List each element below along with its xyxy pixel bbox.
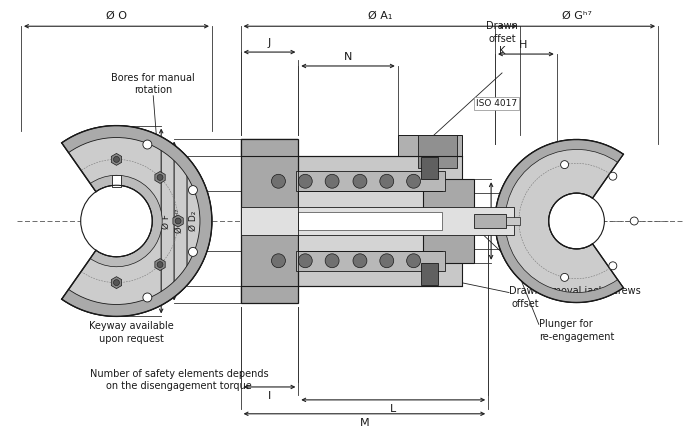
- Text: Ø D₂: Ø D₂: [189, 211, 198, 231]
- Bar: [241, 286, 298, 303]
- Circle shape: [80, 185, 152, 257]
- Circle shape: [157, 175, 163, 180]
- Bar: [298, 191, 442, 251]
- Circle shape: [188, 186, 197, 194]
- Text: Number of safety elements depends
on the disengagement torque: Number of safety elements depends on the…: [90, 369, 268, 391]
- Bar: [241, 139, 298, 303]
- Bar: [506, 217, 520, 225]
- Circle shape: [561, 161, 568, 169]
- Text: Ø F: Ø F: [162, 214, 171, 229]
- Circle shape: [326, 174, 339, 188]
- Wedge shape: [62, 126, 212, 316]
- Bar: [423, 179, 474, 263]
- Circle shape: [380, 174, 393, 188]
- Text: Ø B: Ø B: [149, 213, 158, 229]
- Text: Ø Gʰ⁷: Ø Gʰ⁷: [561, 11, 591, 21]
- Polygon shape: [173, 215, 183, 227]
- Circle shape: [630, 217, 638, 225]
- Text: C₂: C₂: [372, 225, 384, 235]
- Bar: [248, 156, 462, 286]
- Text: Plunger for
re-engagement: Plunger for re-engagement: [539, 319, 614, 342]
- Text: J: J: [268, 38, 271, 48]
- Circle shape: [407, 254, 421, 268]
- Circle shape: [143, 140, 152, 149]
- Circle shape: [298, 174, 312, 188]
- Circle shape: [113, 280, 120, 286]
- Circle shape: [353, 174, 367, 188]
- Bar: [418, 135, 457, 168]
- Circle shape: [561, 273, 568, 281]
- Text: Drawn
offset: Drawn offset: [509, 286, 541, 309]
- Bar: [298, 212, 442, 230]
- Text: L: L: [390, 404, 396, 414]
- Text: ISO 4017: ISO 4017: [476, 99, 517, 108]
- Bar: [421, 157, 438, 179]
- Wedge shape: [495, 140, 623, 303]
- Bar: [296, 171, 445, 191]
- Circle shape: [326, 254, 339, 268]
- Text: C₁: C₁: [367, 195, 379, 205]
- Circle shape: [609, 262, 617, 270]
- Circle shape: [298, 254, 312, 268]
- Circle shape: [157, 261, 163, 268]
- Circle shape: [609, 172, 617, 180]
- Wedge shape: [495, 140, 623, 303]
- Polygon shape: [111, 153, 122, 165]
- Bar: [398, 135, 462, 156]
- Text: Ø P: Ø P: [493, 214, 502, 229]
- Bar: [296, 251, 445, 271]
- Polygon shape: [155, 259, 165, 271]
- Text: N: N: [344, 52, 352, 62]
- Text: H: H: [519, 40, 527, 50]
- Text: Ø O: Ø O: [106, 11, 127, 21]
- Bar: [111, 175, 121, 187]
- Text: Drawn
offset
K: Drawn offset K: [486, 21, 518, 56]
- Circle shape: [175, 218, 181, 224]
- Circle shape: [113, 156, 120, 163]
- Text: Removal jack screws: Removal jack screws: [539, 286, 640, 295]
- Circle shape: [407, 174, 421, 188]
- Circle shape: [272, 254, 286, 268]
- Text: Bores for manual
rotation: Bores for manual rotation: [111, 73, 195, 95]
- Circle shape: [353, 254, 367, 268]
- Circle shape: [272, 174, 286, 188]
- Text: M: M: [360, 418, 369, 428]
- Circle shape: [549, 193, 604, 249]
- Bar: [241, 139, 298, 156]
- Bar: [241, 207, 514, 235]
- Text: I: I: [268, 391, 271, 401]
- Polygon shape: [111, 276, 122, 288]
- Wedge shape: [62, 126, 212, 316]
- Text: Ø A₁: Ø A₁: [368, 11, 393, 21]
- Polygon shape: [155, 171, 165, 183]
- Text: Ø E ᴴ⁷: Ø E ᴴ⁷: [175, 209, 184, 233]
- Circle shape: [380, 254, 393, 268]
- Circle shape: [143, 293, 152, 302]
- Circle shape: [188, 248, 197, 256]
- Text: Keyway available
upon request: Keyway available upon request: [89, 321, 174, 343]
- Bar: [474, 214, 506, 228]
- Text: Ø D¹ ᶠ⁷: Ø D¹ ᶠ⁷: [479, 207, 488, 235]
- Wedge shape: [90, 175, 162, 267]
- Bar: [421, 263, 438, 284]
